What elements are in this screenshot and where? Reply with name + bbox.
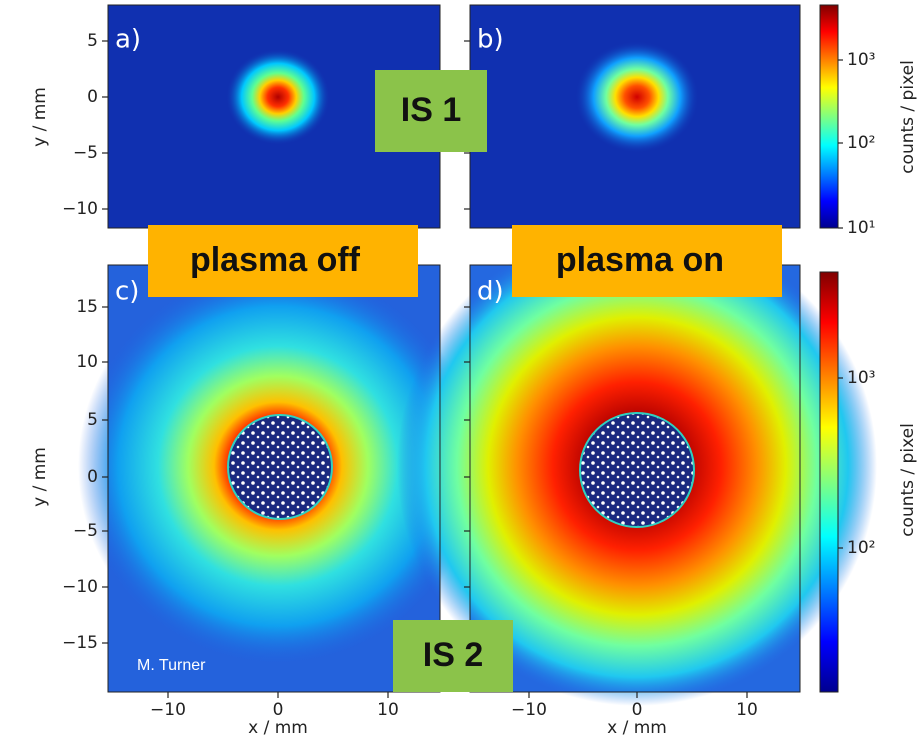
spot	[575, 41, 699, 153]
core	[579, 412, 695, 528]
colorbar-title: counts / pixel	[898, 60, 918, 174]
core	[227, 414, 333, 520]
y-axis-title: y / mm	[30, 447, 50, 507]
y-tick-label: −10	[62, 577, 98, 597]
heatmaps	[78, 4, 877, 706]
colorbar	[819, 271, 839, 693]
panel-label: d)	[477, 277, 504, 307]
x-tick-label: −10	[150, 700, 186, 720]
colorbar-tick-label: 10²	[847, 133, 875, 153]
y-tick-label: 10	[76, 352, 98, 372]
credit: M. Turner	[137, 657, 206, 674]
overlay-plasma-on: plasma on	[556, 241, 724, 279]
x-tick-label: 10	[736, 700, 758, 720]
y-tick-label: −5	[73, 143, 98, 163]
panel-label: a)	[115, 25, 141, 55]
overlay-is1: IS 1	[401, 91, 461, 129]
labels: a) b) c) d) 5 0 −5 −10 15 10 5 0 −5 −10 −15 y / mm y / m…	[30, 25, 918, 737]
y-tick-label: 15	[76, 297, 98, 317]
x-tick-label: 0	[632, 700, 643, 720]
overlay-box	[375, 70, 487, 152]
overlay-box	[512, 225, 782, 297]
overlay-box	[393, 620, 513, 692]
colorbar-tick-label: 10¹	[847, 218, 875, 238]
x-tick-label: −10	[511, 700, 547, 720]
spot	[226, 49, 330, 145]
x-axis-title: x / mm	[607, 718, 667, 737]
colorbar	[819, 4, 839, 229]
y-tick-label: −5	[73, 521, 98, 541]
colorbar-tick-label: 10³	[847, 50, 875, 70]
panel-label: c)	[115, 277, 139, 307]
overlay-box	[148, 225, 418, 297]
y-tick-label: 5	[87, 410, 98, 430]
y-tick-label: −15	[62, 633, 98, 653]
y-tick-label: 5	[87, 31, 98, 51]
y-tick-label: 0	[87, 467, 98, 487]
y-axis-title: y / mm	[30, 87, 50, 147]
overlay-plasma-off: plasma off	[190, 241, 361, 279]
overlay-is2: IS 2	[423, 636, 483, 674]
colorbar-tick-label: 10³	[847, 368, 875, 388]
y-tick-label: 0	[87, 87, 98, 107]
panel-label: b)	[477, 25, 504, 55]
x-tick-label: 0	[273, 700, 284, 720]
y-tick-label: −10	[62, 199, 98, 219]
colorbar-tick-label: 10²	[847, 538, 875, 558]
x-axis-title: x / mm	[248, 718, 308, 737]
colorbar-title: counts / pixel	[898, 423, 918, 537]
x-tick-label: 10	[377, 700, 399, 720]
